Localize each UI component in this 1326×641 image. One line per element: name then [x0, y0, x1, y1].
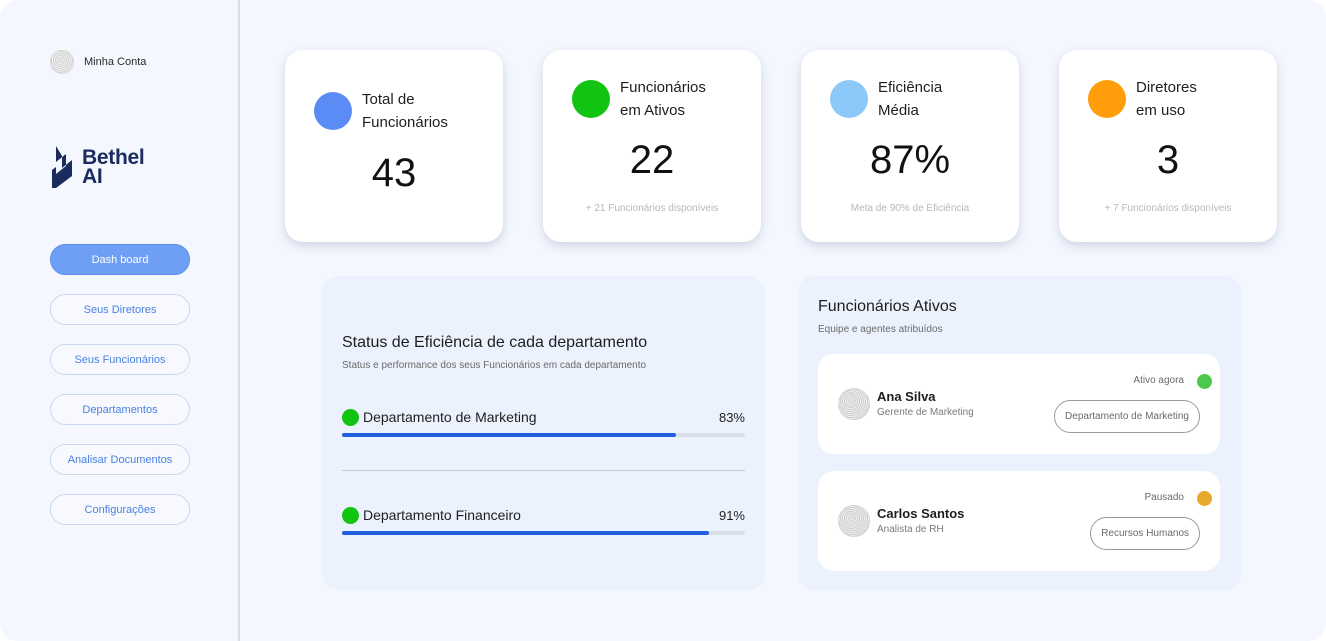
kpi-subtext: Meta de 90% de Eficiência: [850, 203, 970, 214]
kpi-title-line2: em Ativos: [620, 102, 686, 119]
account-label[interactable]: Minha Conta: [84, 56, 147, 68]
employee-role: Gerente de Marketing: [877, 407, 974, 418]
account-avatar[interactable]: [50, 50, 74, 74]
employee-card[interactable]: Ana Silva Gerente de Marketing Ativo ago…: [818, 354, 1220, 454]
status-dot-icon: [1197, 491, 1212, 506]
kpi-indicator-dot: [314, 92, 352, 130]
divider: [342, 470, 745, 471]
department-percent: 83%: [718, 410, 745, 425]
kpi-indicator-dot: [830, 80, 868, 118]
employee-status: Pausado: [1144, 492, 1184, 503]
panel-title: Funcionários Ativos: [818, 298, 957, 315]
kpi-title-line1: Total de: [362, 91, 415, 108]
kpi-title: Total de Funcionários: [362, 88, 448, 134]
brand-name: Bethel AI: [82, 146, 145, 188]
efficiency-progress-fill: [342, 531, 709, 535]
nav-departments-button[interactable]: Departamentos: [50, 394, 190, 425]
kpi-title-line2: Funcionários: [362, 114, 448, 131]
employee-avatar: [838, 505, 870, 537]
nav-settings-button[interactable]: Configurações: [50, 494, 190, 525]
employee-department-tag[interactable]: Recursos Humanos: [1090, 517, 1200, 550]
efficiency-progress-bar: [342, 531, 745, 535]
nav-analyze-documents-button[interactable]: Analisar Documentos: [50, 444, 190, 475]
employee-status: Ativo agora: [1133, 375, 1184, 386]
kpi-indicator-dot: [1088, 80, 1126, 118]
kpi-subtext: + 21 Funcionários disponíveis: [585, 203, 719, 214]
department-efficiency-panel: Status de Eficiência de cada departament…: [322, 276, 765, 590]
panel-subtitle: Equipe e agentes atribuídos: [818, 324, 943, 335]
department-name: Departamento de Marketing: [363, 409, 537, 425]
employee-avatar: [838, 388, 870, 420]
kpi-card-total-employees: Total de Funcionários 43: [285, 50, 503, 242]
kpi-value: 3: [1156, 138, 1180, 182]
kpi-card-directors-in-use: Diretores em uso 3 + 7 Funcionários disp…: [1059, 50, 1277, 242]
employee-card[interactable]: Carlos Santos Analista de RH Pausado Rec…: [818, 471, 1220, 571]
department-name: Departamento Financeiro: [363, 507, 521, 523]
kpi-value: 87%: [869, 138, 951, 182]
status-dot-icon: [342, 409, 359, 426]
sidebar: Minha Conta Bethel AI Dash board Seus Di…: [0, 0, 240, 641]
active-employees-panel: Funcionários Ativos Equipe e agentes atr…: [798, 276, 1241, 590]
kpi-title: Diretores em uso: [1136, 76, 1197, 122]
kpi-title-line1: Eficiência: [878, 79, 943, 96]
bethel-logo-icon: [52, 146, 72, 188]
brand-name-line1: Bethel: [82, 146, 145, 169]
kpi-value: 22: [629, 138, 675, 182]
panel-subtitle: Status e performance dos seus Funcionári…: [342, 360, 647, 371]
efficiency-progress-fill: [342, 433, 677, 437]
kpi-indicator-dot: [572, 80, 610, 118]
status-dot-icon: [342, 507, 359, 524]
kpi-card-average-efficiency: Eficiência Média 87% Meta de 90% de Efic…: [801, 50, 1019, 242]
kpi-subtext: + 7 Funcionários disponíveis: [1104, 203, 1232, 214]
kpi-title: Eficiência Média: [878, 76, 942, 122]
nav-dashboard-button[interactable]: Dash board: [50, 244, 190, 275]
employee-name: Carlos Santos: [877, 506, 965, 521]
efficiency-progress-bar: [342, 433, 745, 437]
kpi-title-line1: Funcionários: [620, 79, 706, 96]
kpi-value: 43: [371, 151, 417, 195]
account-menu[interactable]: Minha Conta: [50, 50, 146, 74]
nav-directors-button[interactable]: Seus Diretores: [50, 294, 190, 325]
department-percent: 91%: [718, 508, 745, 523]
kpi-title-line2: em uso: [1136, 102, 1186, 119]
kpi-title-line2: Média: [878, 102, 919, 119]
employee-department-tag[interactable]: Departamento de Marketing: [1054, 400, 1200, 433]
status-dot-icon: [1197, 374, 1212, 389]
employee-name: Ana Silva: [877, 389, 936, 404]
nav-employees-button[interactable]: Seus Funcionários: [50, 344, 190, 375]
brand-logo: Bethel AI: [52, 146, 145, 188]
kpi-title-line1: Diretores: [1136, 79, 1197, 96]
panel-title: Status de Eficiência de cada departament…: [342, 334, 648, 351]
employee-role: Analista de RH: [877, 524, 944, 535]
kpi-title: Funcionários em Ativos: [620, 76, 706, 122]
kpi-card-active-employees: Funcionários em Ativos 22 + 21 Funcionár…: [543, 50, 761, 242]
brand-name-line2: AI: [82, 165, 103, 188]
